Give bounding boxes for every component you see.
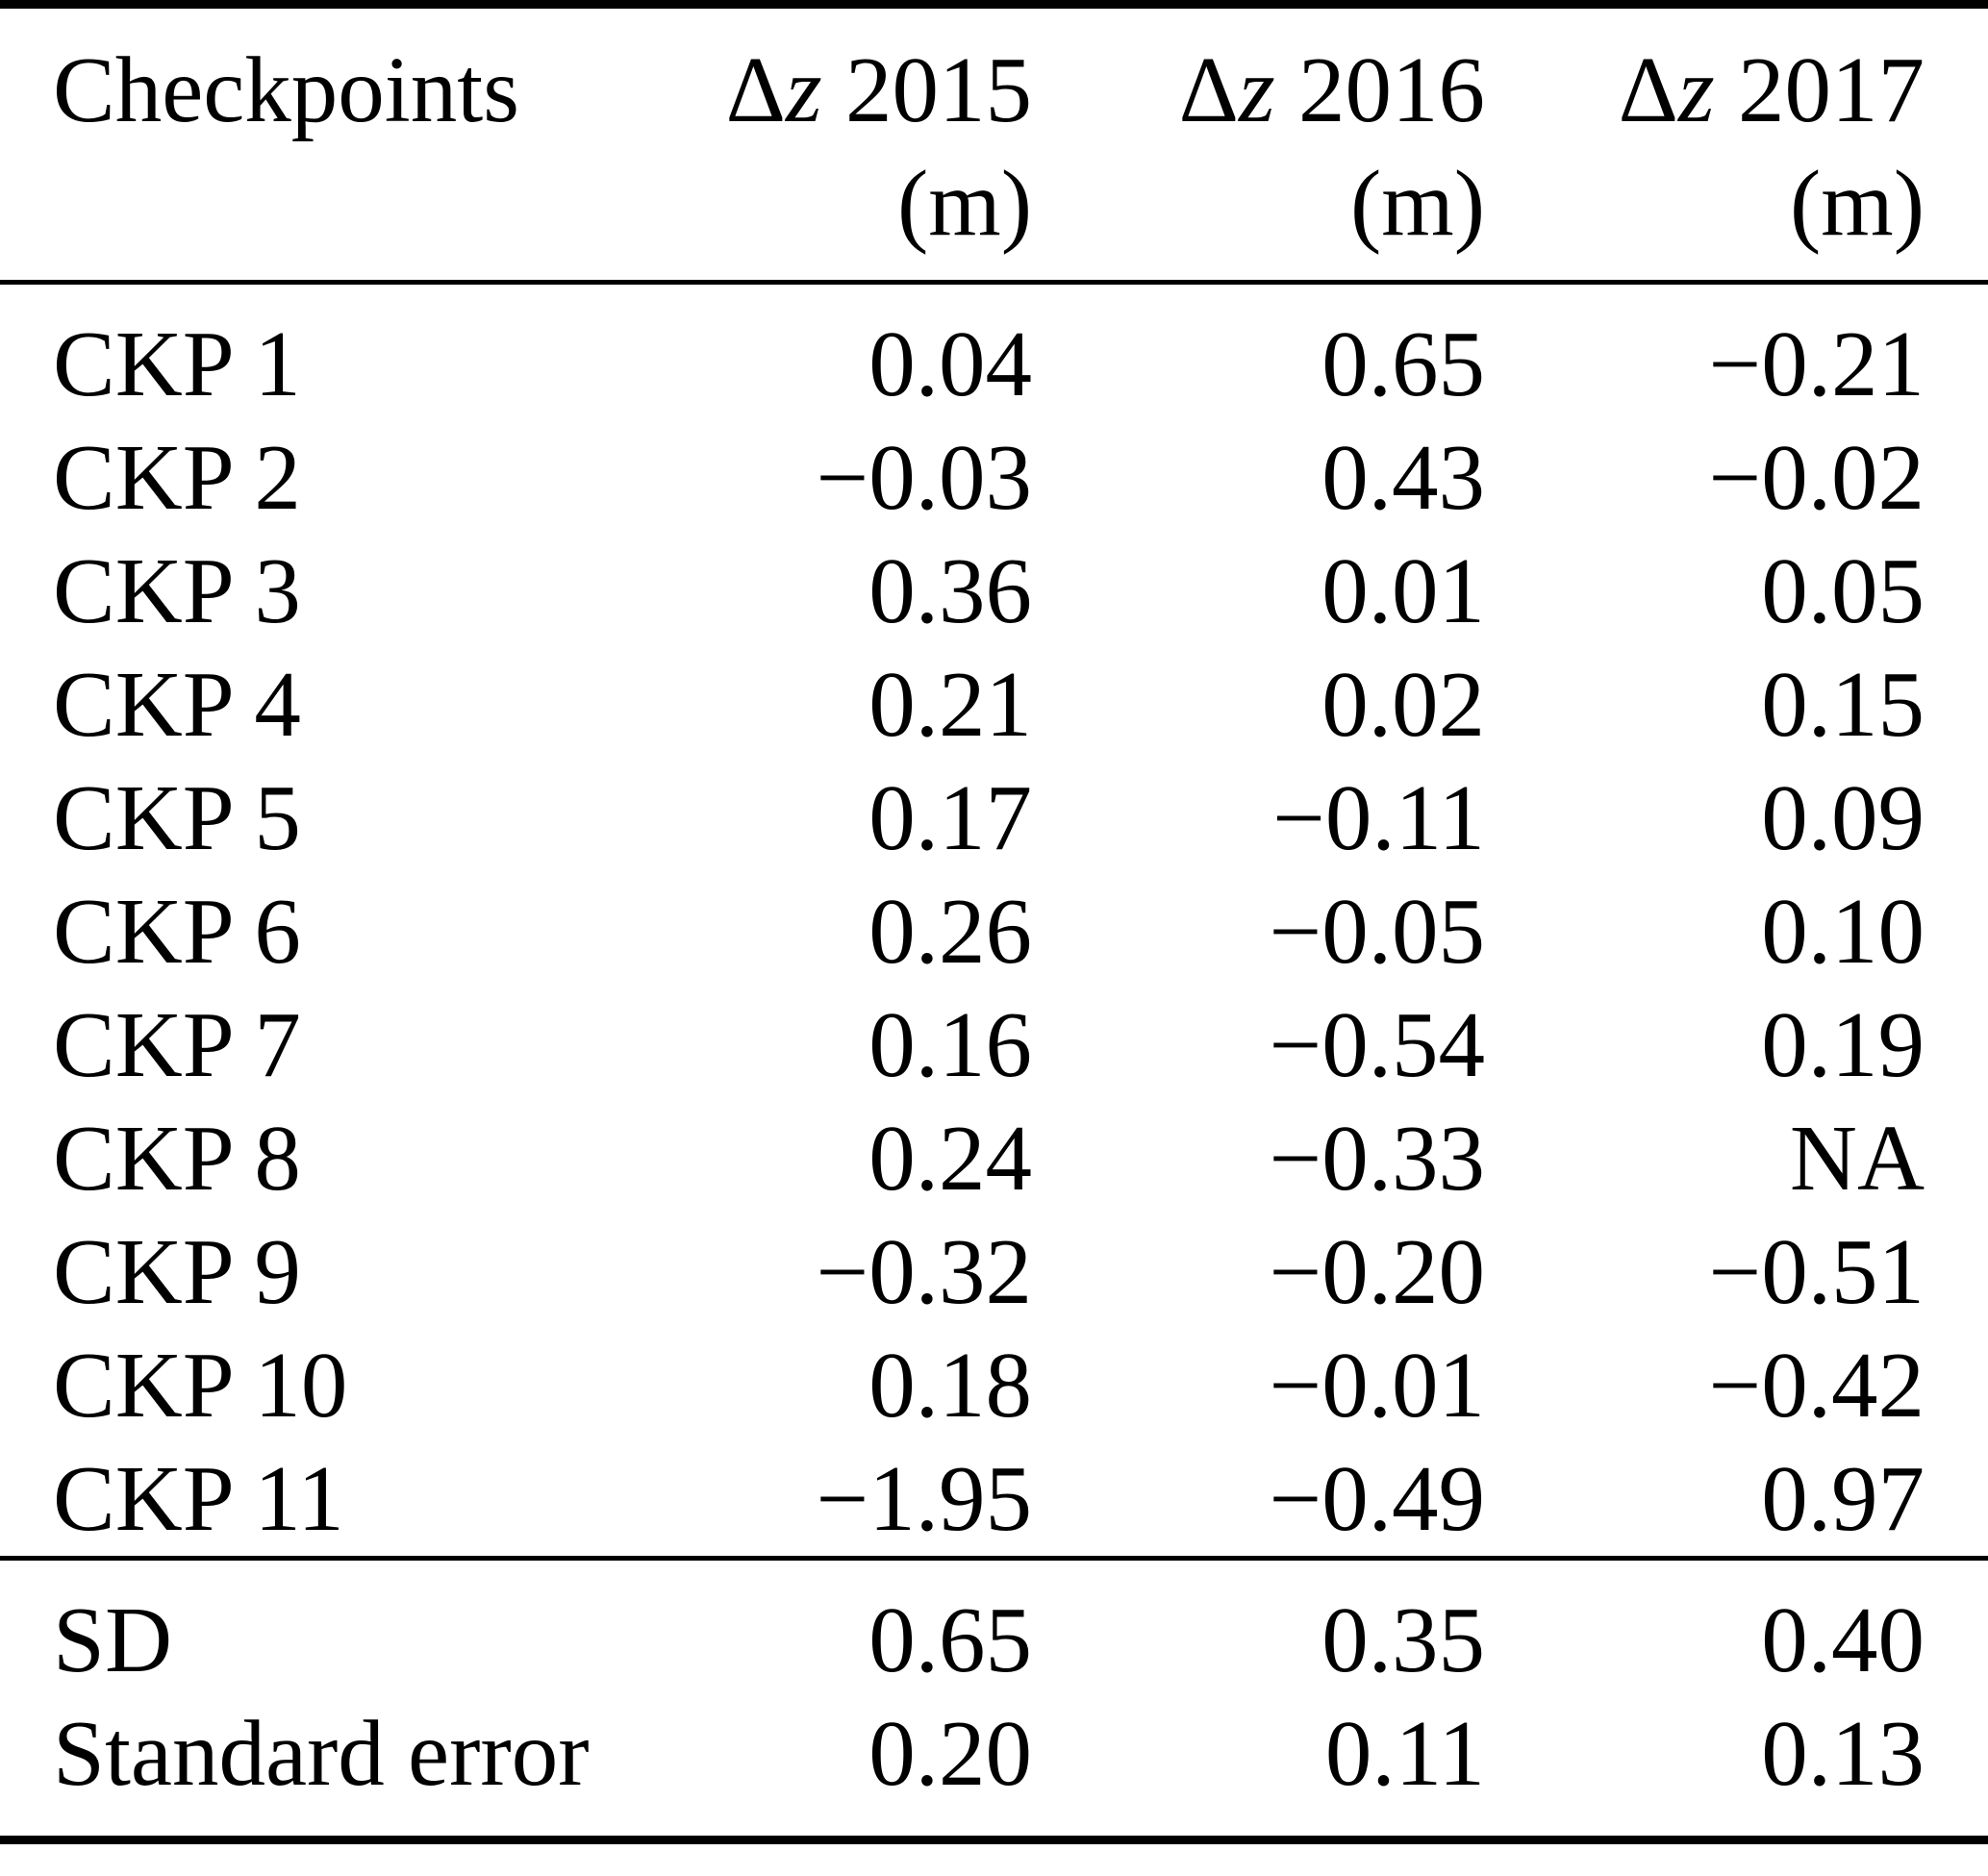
dz-2015-value: 0.21 xyxy=(868,653,1032,756)
dz-2016-value: −0.20 xyxy=(1269,1220,1485,1323)
col-header-dz-2015: Δz 2015 (m) xyxy=(567,9,1032,280)
delta-symbol: Δ xyxy=(1618,38,1678,141)
checkpoint-label: CKP 2 xyxy=(53,426,301,529)
dz-2016-value: −0.01 xyxy=(1269,1334,1485,1437)
dz-2015-value: 0.24 xyxy=(868,1107,1032,1210)
checkpoint-label: CKP 1 xyxy=(53,313,301,415)
dz-2016-value: 0.65 xyxy=(1321,313,1485,415)
stderr-2016-value: 0.11 xyxy=(1324,1702,1485,1805)
body-rule-row xyxy=(0,1556,1988,1561)
table-summary: SD 0.65 0.35 0.40 Standard error 0.20 0.… xyxy=(0,1561,1988,1836)
bottom-rule xyxy=(0,1836,1988,1844)
checkpoint-label: CKP 4 xyxy=(53,653,301,756)
table-row: CKP 2 −0.03 0.43 −0.02 xyxy=(0,421,1988,535)
col-header-checkpoints-label: Checkpoints xyxy=(53,38,519,141)
sd-2016-value: 0.35 xyxy=(1321,1588,1485,1691)
dz-2016-value: −0.33 xyxy=(1269,1107,1485,1210)
dz-2015-value: 0.18 xyxy=(868,1334,1032,1437)
checkpoint-label: CKP 3 xyxy=(53,539,301,642)
checkpoint-label: CKP 7 xyxy=(53,993,301,1096)
dz-2017-value: 0.05 xyxy=(1761,539,1925,642)
dz-2015-value: 0.04 xyxy=(868,313,1032,415)
dz-2015-value: −0.03 xyxy=(816,426,1032,529)
year-label: 2016 xyxy=(1298,38,1485,141)
header-rule-row xyxy=(0,280,1988,285)
z-variable: z xyxy=(786,38,822,141)
header-rule xyxy=(0,280,1988,285)
table-row: CKP 5 0.17 −0.11 0.09 xyxy=(0,762,1988,875)
stderr-2017-value: 0.13 xyxy=(1761,1702,1925,1805)
dz-2017-value: −0.21 xyxy=(1708,313,1925,415)
table-row: CKP 10 0.18 −0.01 −0.42 xyxy=(0,1329,1988,1442)
table-row: CKP 3 0.36 0.01 0.05 xyxy=(0,535,1988,648)
table-row: SD 0.65 0.35 0.40 xyxy=(0,1561,1988,1697)
dz-2016-value: −0.49 xyxy=(1269,1447,1485,1550)
table-row: CKP 1 0.04 0.65 −0.21 xyxy=(0,285,1988,421)
unit-label: (m) xyxy=(1789,152,1925,255)
unit-label: (m) xyxy=(896,152,1032,255)
dz-2015-value: 0.36 xyxy=(868,539,1032,642)
unit-label: (m) xyxy=(1349,152,1485,255)
stderr-2015-value: 0.20 xyxy=(868,1702,1032,1805)
col-header-dz-2017: Δz 2017 (m) xyxy=(1485,9,1988,280)
z-variable: z xyxy=(1678,38,1715,141)
table-row: CKP 9 −0.32 −0.20 −0.51 xyxy=(0,1215,1988,1329)
col-header-checkpoints: Checkpoints xyxy=(0,9,567,280)
checkpoint-label: CKP 6 xyxy=(53,880,301,983)
checkpoint-label: CKP 11 xyxy=(53,1447,344,1550)
checkpoint-label: CKP 9 xyxy=(53,1220,301,1323)
dz-2017-value: 0.15 xyxy=(1761,653,1925,756)
summary-label: Standard error xyxy=(53,1702,590,1805)
dz-2016-value: −0.11 xyxy=(1272,766,1485,869)
table-header: Checkpoints Δz 2015 (m) Δz 2016 (m) Δz 2… xyxy=(0,9,1988,285)
dz-2015-value: 0.17 xyxy=(868,766,1032,869)
dz-2016-value: 0.43 xyxy=(1321,426,1485,529)
dz-2015-value: 0.26 xyxy=(868,880,1032,983)
dz-2015-value: 0.16 xyxy=(868,993,1032,1096)
table-row: Standard error 0.20 0.11 0.13 xyxy=(0,1697,1988,1836)
delta-symbol: Δ xyxy=(725,38,786,141)
dz-2016-value: 0.02 xyxy=(1321,653,1485,756)
delta-symbol: Δ xyxy=(1178,38,1239,141)
sd-2017-value: 0.40 xyxy=(1761,1588,1925,1691)
dz-2016-value: −0.05 xyxy=(1269,880,1485,983)
dz-2017-value: 0.10 xyxy=(1761,880,1925,983)
year-label: 2015 xyxy=(845,38,1032,141)
checkpoint-label: CKP 8 xyxy=(53,1107,301,1210)
z-variable: z xyxy=(1239,38,1275,141)
table-row: CKP 6 0.26 −0.05 0.10 xyxy=(0,875,1988,988)
dz-2017-value: −0.42 xyxy=(1708,1334,1925,1437)
checkpoint-label: CKP 5 xyxy=(53,766,301,869)
checkpoint-label: CKP 10 xyxy=(53,1334,348,1437)
sd-2015-value: 0.65 xyxy=(868,1588,1032,1691)
dz-2015-value: −1.95 xyxy=(816,1447,1032,1550)
table-body: CKP 1 0.04 0.65 −0.21 CKP 2 −0.03 0.43 −… xyxy=(0,285,1988,1561)
dz-2017-value: 0.19 xyxy=(1761,993,1925,1096)
mid-rule xyxy=(0,1556,1988,1561)
table-row: CKP 7 0.16 −0.54 0.19 xyxy=(0,988,1988,1102)
summary-label: SD xyxy=(53,1588,172,1691)
dz-2017-value: 0.09 xyxy=(1761,766,1925,869)
dz-2015-value: −0.32 xyxy=(816,1220,1032,1323)
col-header-dz-2016: Δz 2016 (m) xyxy=(1032,9,1485,280)
dz-2017-value: 0.97 xyxy=(1761,1447,1925,1550)
year-label: 2017 xyxy=(1738,38,1925,141)
header-row: Checkpoints Δz 2015 (m) Δz 2016 (m) Δz 2… xyxy=(0,9,1988,280)
dz-2017-value: −0.02 xyxy=(1708,426,1925,529)
dz-2016-value: 0.01 xyxy=(1321,539,1485,642)
top-rule xyxy=(0,0,1988,9)
table-row: CKP 11 −1.95 −0.49 0.97 xyxy=(0,1442,1988,1556)
dz-2017-value: NA xyxy=(1789,1107,1925,1210)
table-row: CKP 8 0.24 −0.33 NA xyxy=(0,1102,1988,1215)
dz-2016-value: −0.54 xyxy=(1269,993,1485,1096)
table-row: CKP 4 0.21 0.02 0.15 xyxy=(0,648,1988,762)
checkpoints-table: Checkpoints Δz 2015 (m) Δz 2016 (m) Δz 2… xyxy=(0,9,1988,1836)
dz-2017-value: −0.51 xyxy=(1708,1220,1925,1323)
